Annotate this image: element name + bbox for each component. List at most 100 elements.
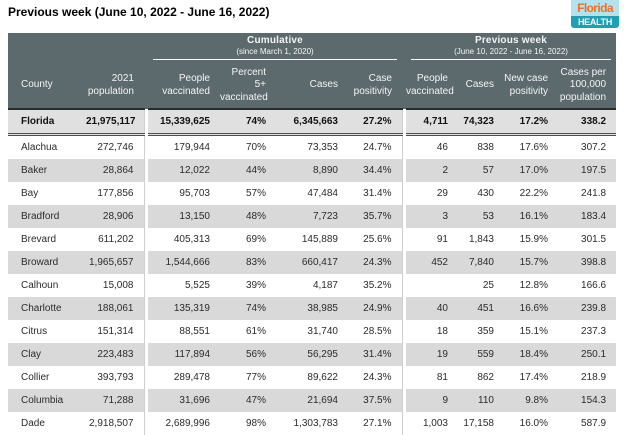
value-cell: 31,696	[148, 389, 220, 412]
col-header-people-vaccinated-cumulative: People vaccinated	[148, 63, 220, 110]
logo-florida-text: Florida	[571, 0, 619, 16]
group-separator	[143, 182, 148, 205]
group-separator	[143, 205, 148, 228]
value-cell: 451	[458, 297, 504, 320]
florida-health-logo-icon: Florida HEALTH	[571, 0, 619, 28]
value-cell: 35.2%	[348, 274, 402, 297]
value-cell: 71,288	[86, 389, 144, 412]
value-cell: 17.0%	[504, 159, 558, 182]
value-cell: 110	[458, 389, 504, 412]
county-cell: Baker	[8, 159, 86, 182]
group-separator	[401, 182, 406, 205]
value-cell: 39%	[220, 274, 276, 297]
value-cell: 18	[406, 320, 458, 343]
county-cell: Calhoun	[8, 274, 86, 297]
value-cell: 9.8%	[504, 389, 558, 412]
value-cell: 17.6%	[504, 134, 558, 159]
value-cell: 117,894	[148, 343, 220, 366]
value-cell: 91	[406, 228, 458, 251]
value-cell: 7,840	[458, 251, 504, 274]
group-separator	[144, 33, 148, 63]
value-cell: 9	[406, 389, 458, 412]
county-cell: Bradford	[8, 205, 86, 228]
group-separator	[143, 274, 148, 297]
county-cell: Brevard	[8, 228, 86, 251]
value-cell: 452	[406, 251, 458, 274]
value-cell: 135,319	[148, 297, 220, 320]
county-cell: Florida	[8, 109, 86, 136]
value-cell: 405,313	[148, 228, 220, 251]
group-header-row: Cumulative (since March 1, 2020) Previou…	[8, 33, 617, 63]
value-cell: 56,295	[276, 343, 348, 366]
col-header-county: County	[8, 63, 86, 110]
group-separator	[401, 412, 406, 435]
previous-week-group-title: Previous week	[474, 35, 548, 46]
value-cell: 27.1%	[348, 412, 402, 435]
table-row: Baker 28,864 12,022 44% 8,890 34.4% 2 57 17.0% 19…	[8, 159, 617, 182]
value-cell: 35.7%	[348, 205, 402, 228]
group-separator	[401, 228, 406, 251]
value-cell: 1,003	[406, 412, 458, 435]
value-cell: 31,740	[276, 320, 348, 343]
county-covid-table: Cumulative (since March 1, 2020) Previou…	[8, 33, 617, 435]
value-cell: 31.4%	[348, 182, 402, 205]
col-header-2021-population: 2021 population	[86, 63, 144, 110]
county-cell: Dade	[8, 412, 86, 435]
group-separator	[143, 366, 148, 389]
group-separator	[401, 159, 406, 182]
cumulative-group-title: Cumulative	[247, 35, 303, 46]
value-cell: 1,843	[458, 228, 504, 251]
value-cell: 15.7%	[504, 251, 558, 274]
value-cell: 301.5	[558, 228, 617, 251]
col-header-percent-5plus-vaccinated: Percent 5+ vaccinated	[220, 63, 276, 110]
group-separator	[144, 63, 148, 109]
value-cell: 5,525	[148, 274, 220, 297]
value-cell: 8,890	[276, 159, 348, 182]
value-cell: 40	[406, 297, 458, 320]
group-separator	[143, 320, 148, 343]
value-cell: 70%	[220, 134, 276, 159]
value-cell: 69%	[220, 228, 276, 251]
value-cell: 12.8%	[504, 274, 558, 297]
cumulative-group-header: Cumulative (since March 1, 2020)	[148, 33, 402, 63]
value-cell: 862	[458, 366, 504, 389]
value-cell: 660,417	[276, 251, 348, 274]
col-header-case-positivity: Case positivity	[348, 63, 402, 110]
group-separator	[401, 274, 406, 297]
value-cell: 28.5%	[348, 320, 402, 343]
value-cell: 2,918,507	[86, 412, 144, 435]
value-cell: 154.3	[558, 389, 617, 412]
value-cell: 218.9	[558, 366, 617, 389]
value-cell: 73,353	[276, 134, 348, 159]
group-separator	[402, 63, 406, 109]
value-cell: 19	[406, 343, 458, 366]
value-cell: 13,150	[148, 205, 220, 228]
table-row: Alachua 272,746 179,944 70% 73,353 24.7% 46 838…	[8, 134, 617, 159]
group-separator	[401, 134, 406, 159]
value-cell: 61%	[220, 320, 276, 343]
value-cell: 15,008	[86, 274, 144, 297]
value-cell: 241.8	[558, 182, 617, 205]
group-separator	[402, 33, 406, 63]
value-cell: 2	[406, 159, 458, 182]
value-cell: 1,303,783	[276, 412, 348, 435]
table-row: Columbia 71,288 31,696 47% 21,694 37.5% 9 110 9.…	[8, 389, 617, 412]
value-cell: 74%	[220, 109, 276, 136]
value-cell: 15.9%	[504, 228, 558, 251]
value-cell: 151,314	[86, 320, 144, 343]
table-row: Broward 1,965,657 1,544,666 83% 660,417 24.3%…	[8, 251, 617, 274]
value-cell: 56%	[220, 343, 276, 366]
value-cell: 89,622	[276, 366, 348, 389]
previous-week-group-header: Previous week (June 10, 2022 - June 16, …	[406, 33, 617, 63]
value-cell: 88,551	[148, 320, 220, 343]
county-cell: Broward	[8, 251, 86, 274]
value-cell: 1,544,666	[148, 251, 220, 274]
value-cell: 398.8	[558, 251, 617, 274]
value-cell: 223,483	[86, 343, 144, 366]
value-cell: 4,711	[406, 109, 458, 136]
value-cell: 24.9%	[348, 297, 402, 320]
group-separator	[401, 109, 406, 135]
group-separator	[143, 297, 148, 320]
county-cell: Columbia	[8, 389, 86, 412]
value-cell: 17.2%	[504, 109, 558, 136]
